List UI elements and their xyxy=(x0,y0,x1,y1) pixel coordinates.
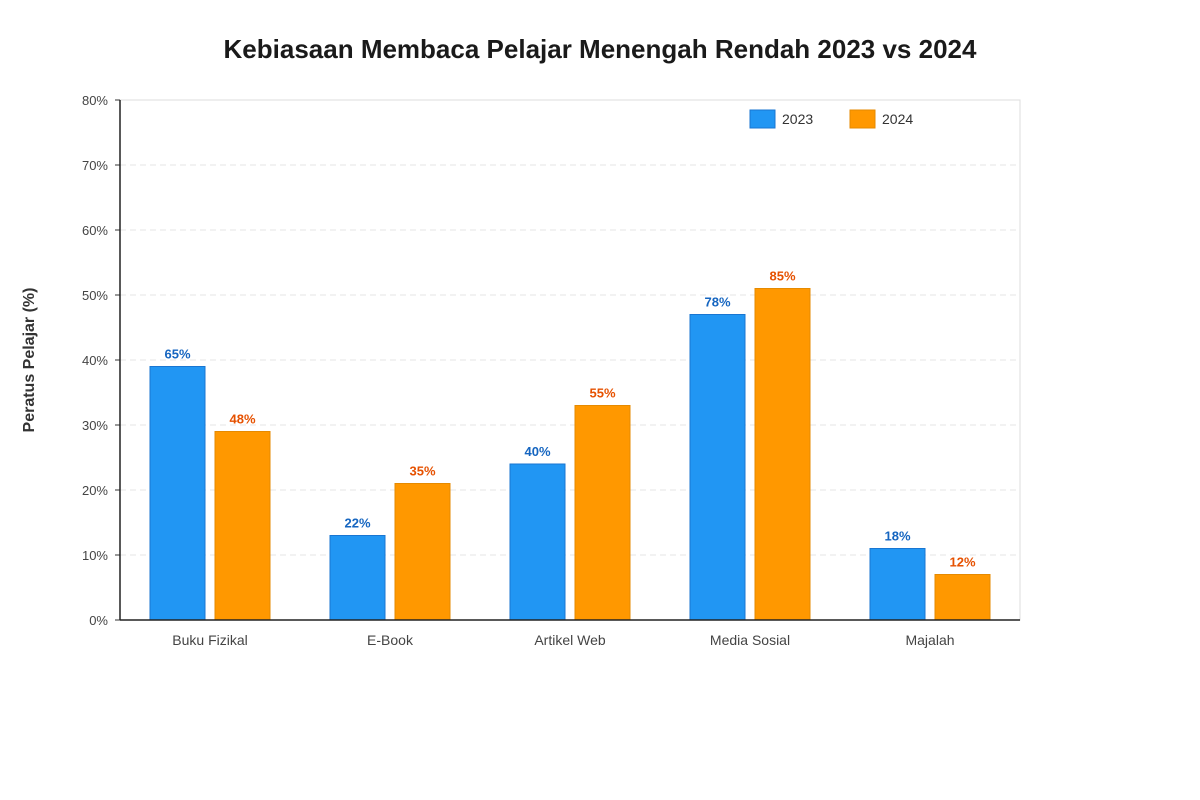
y-tick-label: 80% xyxy=(82,93,108,108)
x-tick-label: Media Sosial xyxy=(710,632,790,648)
y-tick-label: 10% xyxy=(82,548,108,563)
y-tick-label: 40% xyxy=(82,353,108,368)
bar-2024-2 xyxy=(574,405,631,621)
y-tick-label: 60% xyxy=(82,223,108,238)
bar-2023-1 xyxy=(329,535,386,621)
chart-title: Kebiasaan Membaca Pelajar Menengah Renda… xyxy=(223,34,977,64)
labels: 65% 48% 22% 35% 40% 55% 78% 85% 18% 12% xyxy=(164,269,975,570)
bar-2024-3 xyxy=(754,288,811,621)
y-tick-label: 20% xyxy=(82,483,108,498)
data-label: 48% xyxy=(229,412,255,427)
legend-swatch-2023 xyxy=(749,109,776,129)
legend-label: 2023 xyxy=(782,111,813,127)
bar-2023-0 xyxy=(149,366,206,621)
y-tick-label: 50% xyxy=(82,288,108,303)
axes: 0% 10% 20% 30% 40% 50% 60% 70% 80% Buku Fizikal E-… xyxy=(82,93,1020,648)
bar-2024-0 xyxy=(214,431,271,621)
data-label: 40% xyxy=(524,444,550,459)
data-label: 18% xyxy=(884,529,910,544)
x-tick-label: Artikel Web xyxy=(534,632,606,648)
x-tick-label: E-Book xyxy=(367,632,414,648)
data-label: 85% xyxy=(769,269,795,284)
data-label: 35% xyxy=(409,464,435,479)
y-tick-label: 70% xyxy=(82,158,108,173)
y-tick-label: 0% xyxy=(89,613,108,628)
data-label: 78% xyxy=(704,295,730,310)
legend-label: 2024 xyxy=(882,111,913,127)
data-label: 12% xyxy=(949,555,975,570)
bar-2023-4 xyxy=(869,548,926,621)
y-tick-label: 30% xyxy=(82,418,108,433)
legend-swatch-2024 xyxy=(849,109,876,129)
bar-2023-3 xyxy=(689,314,746,621)
legend: 2023 2024 xyxy=(749,109,913,129)
x-tick-label: Majalah xyxy=(905,632,954,648)
data-label: 65% xyxy=(164,347,190,362)
bar-2023-2 xyxy=(509,463,566,621)
bar-2024-1 xyxy=(394,483,451,621)
bar-2024-4 xyxy=(934,574,991,621)
data-label: 55% xyxy=(589,386,615,401)
data-label: 22% xyxy=(344,516,370,531)
x-tick-label: Buku Fizikal xyxy=(172,632,247,648)
bars xyxy=(149,288,991,621)
